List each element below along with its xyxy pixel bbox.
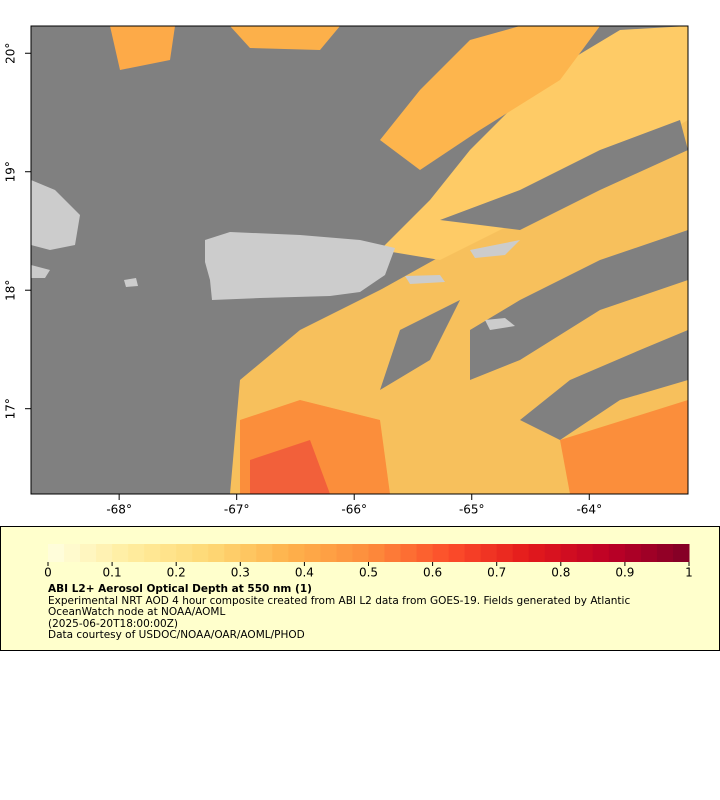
colorbar-step	[112, 544, 129, 562]
x-tick-label: -65°	[459, 503, 485, 517]
colorbar-step	[176, 544, 193, 562]
y-tick-label: 19°	[4, 161, 18, 182]
colorbar-step	[352, 544, 369, 562]
colorbar-step	[368, 544, 386, 562]
colorbar-tick-label: 0.5	[359, 566, 378, 580]
colorbar-tick-label: 0.4	[295, 566, 314, 580]
legend-text: ABI L2+ Aerosol Optical Depth at 550 nm …	[48, 583, 698, 642]
x-tick-label: -64°	[576, 503, 602, 517]
colorbar-step	[256, 544, 273, 562]
colorbar-tick-label: 0.7	[487, 566, 506, 580]
colorbar-step	[160, 544, 177, 562]
colorbar-step	[576, 544, 594, 562]
colorbar-step	[272, 544, 289, 562]
colorbar-tick-label: 0.1	[103, 566, 122, 580]
colorbar-step	[592, 544, 610, 562]
map-frame	[30, 25, 689, 495]
colorbar-step	[448, 544, 466, 562]
colorbar-step	[240, 544, 257, 562]
y-tick-label: 18°	[4, 280, 18, 301]
colorbar-step	[416, 544, 434, 562]
y-tick-label: 17°	[4, 398, 18, 419]
x-tick-label: -67°	[224, 503, 250, 517]
colorbar-step	[384, 544, 402, 562]
colorbar: 0 0.1 0.2 0.3 0.4 0.5 0.6 0.7 0.8 0.9 1	[44, 544, 693, 580]
colorbar-step	[192, 544, 209, 562]
colorbar-step	[64, 544, 81, 562]
colorbar-step	[464, 544, 482, 562]
colorbar-step	[288, 544, 305, 562]
colorbar-step	[304, 544, 321, 562]
colorbar-tick-label: 0.8	[551, 566, 570, 580]
colorbar-step	[512, 544, 530, 562]
colorbar-tick-label: 1	[685, 566, 693, 580]
colorbar-step	[400, 544, 418, 562]
colorbar-tick-label: 0.9	[615, 566, 634, 580]
colorbar-step	[672, 544, 690, 562]
colorbar-step	[128, 544, 145, 562]
colorbar-step	[48, 544, 65, 562]
y-tick-label: 20°	[4, 43, 18, 64]
x-tick-label: -66°	[341, 503, 367, 517]
colorbar-step	[144, 544, 161, 562]
map-image	[31, 26, 688, 494]
colorbar-step	[96, 544, 113, 562]
colorbar-step	[624, 544, 642, 562]
colorbar-step	[224, 544, 241, 562]
legend-panel: 0 0.1 0.2 0.3 0.4 0.5 0.6 0.7 0.8 0.9 1 ABI L2+ Ae…	[0, 526, 720, 651]
colorbar-step	[528, 544, 546, 562]
colorbar-tick-label: 0.6	[423, 566, 442, 580]
colorbar-step	[80, 544, 97, 562]
colorbar-step	[208, 544, 225, 562]
colorbar-tick-label: 0	[44, 566, 52, 580]
date: (2025-06-20T18:00:00Z)	[48, 617, 178, 630]
colorbar-step	[320, 544, 337, 562]
colorbar-step	[608, 544, 626, 562]
x-tick-label: -68°	[106, 503, 132, 517]
colorbar-step	[480, 544, 498, 562]
colorbar-step	[336, 544, 353, 562]
colorbar-step	[432, 544, 450, 562]
map: -68° -67° -66° -65° -64° 17° 18° 19° 20°	[4, 25, 689, 517]
colorbar-tick-label: 0.2	[167, 566, 186, 580]
colorbar-step	[656, 544, 674, 562]
colorbar-step	[640, 544, 658, 562]
description: Experimental NRT AOD 4 hour composite cr…	[48, 594, 631, 618]
colorbar-step	[544, 544, 562, 562]
map-title: ABI L2+ Aerosol Optical Depth at 550 nm …	[48, 583, 312, 595]
colorbar-step	[496, 544, 514, 562]
colorbar-step	[560, 544, 578, 562]
credit: Data courtesy of USDOC/NOAA/OAR/AOML/PHO…	[48, 629, 305, 641]
colorbar-tick-label: 0.3	[231, 566, 250, 580]
